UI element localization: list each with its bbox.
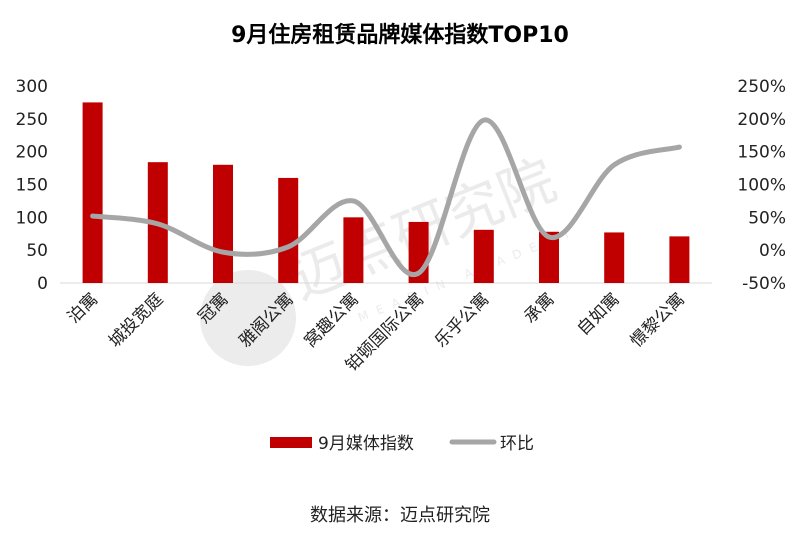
left-axis: 0 50 100 150 200 250 300 xyxy=(16,77,48,294)
source-note: 数据来源：迈点研究院 xyxy=(310,505,490,526)
right-axis: -50% 0% 50% 100% 150% 200% 250% xyxy=(737,77,786,294)
left-tick-label: 300 xyxy=(16,77,48,97)
legend: 9月媒体指数 环比 xyxy=(270,434,534,454)
bar xyxy=(278,177,299,283)
bar xyxy=(669,236,690,283)
right-tick-label: 50% xyxy=(748,208,786,228)
bar xyxy=(539,231,559,283)
right-tick-label: 250% xyxy=(737,77,786,97)
category-label: 泊寓 xyxy=(64,289,102,327)
left-tick-label: 150 xyxy=(16,176,48,196)
legend-bar-label: 9月媒体指数 xyxy=(318,434,414,454)
left-tick-label: 250 xyxy=(16,110,48,130)
bar xyxy=(604,232,625,283)
line-series xyxy=(90,117,682,278)
left-tick-label: 50 xyxy=(26,241,48,261)
category-label: 自如寓 xyxy=(574,289,624,339)
legend-line-label: 环比 xyxy=(500,434,534,454)
category-label: 承寓 xyxy=(520,289,558,327)
bar xyxy=(82,102,103,284)
left-tick-label: 100 xyxy=(16,208,48,228)
chart-title: 9月住房租赁品牌媒体指数TOP10 xyxy=(231,22,569,48)
bar xyxy=(473,229,494,283)
right-tick-label: 200% xyxy=(737,110,786,130)
right-tick-label: -50% xyxy=(742,274,786,294)
right-tick-label: 100% xyxy=(737,176,786,196)
right-tick-label: 150% xyxy=(737,143,786,163)
bar xyxy=(343,217,364,283)
left-tick-label: 0 xyxy=(37,274,48,294)
category-label: 憬黎公寓 xyxy=(627,289,689,351)
legend-bar-swatch xyxy=(270,437,312,448)
category-label: 城投宽庭 xyxy=(105,289,167,351)
watermark-logo-icon xyxy=(200,270,296,366)
bar xyxy=(213,164,233,283)
left-tick-label: 200 xyxy=(16,143,48,163)
right-tick-label: 0% xyxy=(759,241,786,261)
category-label: 乐乎公寓 xyxy=(431,289,493,351)
